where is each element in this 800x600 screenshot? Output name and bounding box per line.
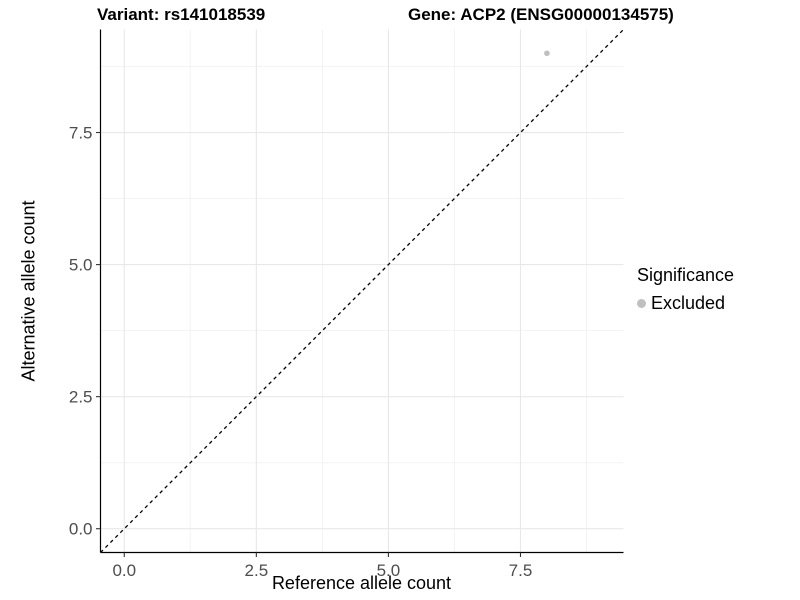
legend-item-label: Excluded xyxy=(651,293,726,313)
legend-title: Significance xyxy=(637,265,735,285)
y-tick-label: 0.0 xyxy=(69,520,93,539)
legend-item: Excluded xyxy=(637,293,734,314)
gene-title: Gene: ACP2 (ENSG00000134575) xyxy=(408,5,674,24)
legend: Significance Excluded xyxy=(637,265,734,314)
x-tick-label: 7.5 xyxy=(509,561,533,580)
identity-line xyxy=(100,29,624,553)
y-tick-label: 2.5 xyxy=(69,388,93,407)
data-point xyxy=(544,50,550,57)
x-axis-title: Reference allele count xyxy=(271,573,452,593)
y-tick-label: 5.0 xyxy=(69,256,93,275)
excluded-point-icon xyxy=(637,299,646,308)
y-tick-label: 7.5 xyxy=(69,124,93,143)
variant-title: Variant: rs141018539 xyxy=(97,5,266,24)
x-tick-label: 2.5 xyxy=(245,561,269,580)
y-axis-title: Alternative allele count xyxy=(18,200,39,382)
x-tick-label: 5.0 xyxy=(377,561,401,580)
x-tick-label: 0.0 xyxy=(112,561,136,580)
